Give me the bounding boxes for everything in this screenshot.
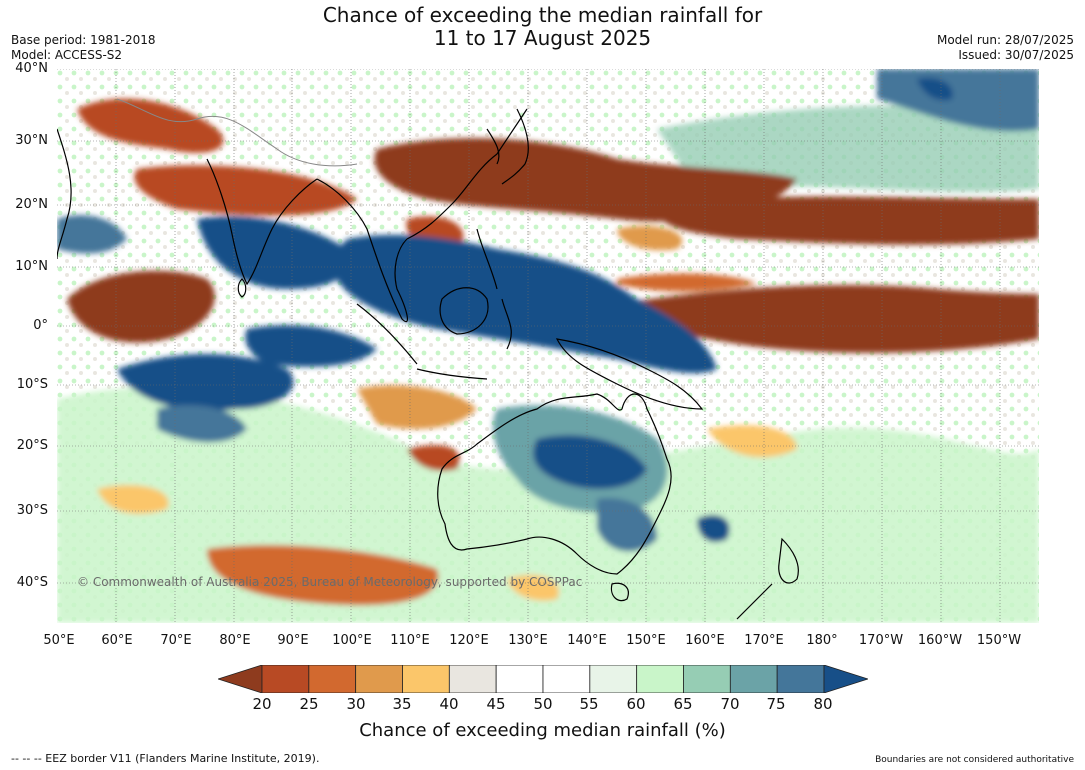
title-line-1: Chance of exceeding the median rainfall … [322,3,763,27]
borders [116,98,358,167]
colorbar-swatch [589,665,638,693]
lat-label: 40°N [15,61,48,76]
colorbar-tick: 60 [626,695,646,713]
meta-left: Base period: 1981-2018 Model: ACCESS-S2 [11,33,156,63]
lon-label: 110°E [390,633,430,648]
colorbar-tick: 80 [813,695,833,713]
colorbar-tick: 25 [299,695,319,713]
colorbar-extend-high [823,665,868,693]
colorbar [218,665,868,693]
colorbar-tick: 45 [486,695,506,713]
rainfall-shading [57,69,1039,623]
coastlines [57,108,799,620]
colorbar-swatch [355,665,403,693]
colorbar-extend-low [218,665,263,693]
lon-label: 70°E [160,633,192,648]
colorbar-tick: 50 [533,695,553,713]
lon-label: 160°W [917,633,963,648]
colorbar-tick: 30 [346,695,366,713]
colorbar-tick: 35 [392,695,412,713]
colorbar-swatch [448,665,497,693]
lat-label: 0° [33,318,48,333]
base-period-text: Base period: 1981-2018 [11,33,156,47]
lon-label: 100°E [332,633,372,648]
colorbar-tick: 70 [720,695,740,713]
boundaries-disclaimer: Boundaries are not considered authoritat… [875,755,1074,765]
eez-legend-text: -- -- -- EEZ border V11 (Flanders Marine… [11,752,320,765]
colorbar-swatch [776,665,825,693]
colorbar-tick: 75 [766,695,786,713]
model-run-text: Model run: 28/07/2025 [936,33,1074,47]
map-svg [57,69,1039,623]
lon-label: 150°E [626,633,666,648]
copyright-text: © Commonwealth of Australia 2025, Bureau… [77,575,583,589]
colorbar-tick: 55 [579,695,599,713]
lon-label: 170°W [858,633,904,648]
lon-label: 170°E [744,633,784,648]
colorbar-swatch [308,665,357,693]
lat-label: 30°S [16,503,48,518]
colorbar-swatch [495,665,544,693]
lon-label: 50°E [43,633,75,648]
lon-label: 160°E [685,633,725,648]
lon-label: 90°E [277,633,309,648]
colorbar-tick: 40 [439,695,459,713]
map-title: Chance of exceeding the median rainfall … [0,4,1085,50]
colorbar-tick: 65 [673,695,693,713]
colorbar-swatch [402,665,450,693]
lat-label: 30°N [15,133,48,148]
colorbar-swatch [683,665,731,693]
colorbar-tick: 20 [252,695,272,713]
lon-label: 180° [806,633,838,648]
lat-label: 40°S [16,575,48,590]
model-text: Model: ACCESS-S2 [11,48,123,62]
rainfall-map [57,69,1039,623]
lon-label: 140°E [567,633,607,648]
issued-text: Issued: 30/07/2025 [958,48,1074,62]
lon-label: 130°E [508,633,548,648]
lat-label: 20°S [16,438,48,453]
colorbar-label: Chance of exceeding median rainfall (%) [359,720,726,741]
lon-label: 150°W [976,633,1022,648]
lat-label: 10°N [15,259,48,274]
lat-label: 20°N [15,197,48,212]
lon-label: 120°E [449,633,489,648]
colorbar-swatch [636,665,684,693]
meta-right: Model run: 28/07/2025 Issued: 30/07/2025 [937,33,1074,63]
lon-label: 60°E [101,633,133,648]
colorbar-swatch [261,665,310,693]
lon-label: 80°E [219,633,251,648]
title-line-2: 11 to 17 August 2025 [433,26,652,50]
colorbar-swatch [542,665,591,693]
lat-label: 10°S [16,377,48,392]
colorbar-swatch [729,665,778,693]
